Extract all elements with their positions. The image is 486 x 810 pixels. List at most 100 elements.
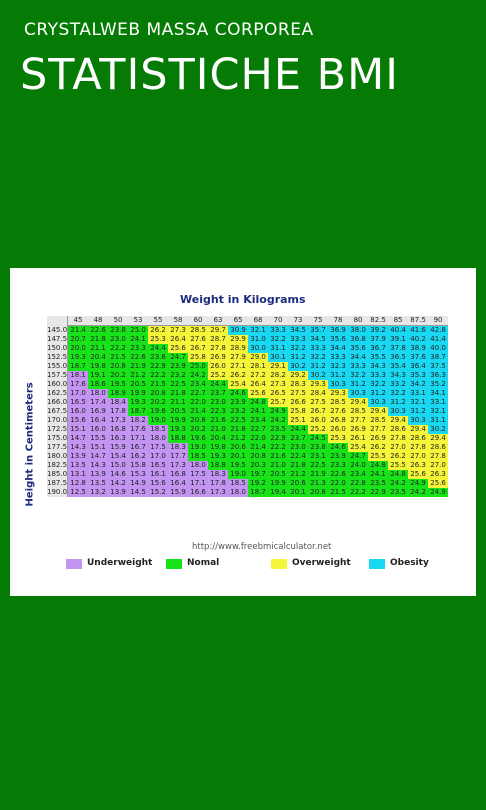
bmi-cell: 37.6 (408, 353, 429, 362)
legend-label: Obesity (390, 558, 429, 568)
bmi-cell: 18.7 (128, 407, 149, 416)
bmi-cell: 33.3 (348, 362, 369, 371)
bmi-cell: 26.9 (368, 434, 389, 443)
bmi-cell: 36.7 (368, 344, 389, 353)
bmi-cell: 26.7 (188, 344, 209, 353)
bmi-cell: 23.6 (148, 353, 169, 362)
row-header: 167.5 (47, 407, 69, 416)
bmi-cell: 15.6 (148, 479, 169, 488)
bmi-cell: 28.6 (428, 443, 449, 452)
bmi-cell: 21.5 (328, 488, 349, 497)
bmi-cell: 23.9 (328, 452, 349, 461)
row-header: 190.0 (47, 488, 69, 497)
bmi-cell: 28.3 (288, 380, 309, 389)
bmi-cell: 17.3 (208, 488, 229, 497)
bmi-cell: 23.4 (348, 470, 369, 479)
bmi-cell: 29.3 (308, 380, 329, 389)
bmi-cell: 19.0 (148, 416, 169, 425)
bmi-cell: 25.6 (248, 389, 269, 398)
bmi-cell: 21.6 (208, 416, 229, 425)
table-row: 180.0 13.9 14.7 15.4 16.2 17.0 17.7 18.5 19.3 20.… (47, 452, 449, 461)
bmi-cell: 27.9 (228, 353, 249, 362)
bmi-cell: 31.2 (388, 398, 409, 407)
bmi-cell: 24.7 (348, 452, 369, 461)
bmi-cell: 20.5 (268, 470, 289, 479)
bmi-cell: 25.8 (188, 353, 209, 362)
bmi-cell: 20.6 (288, 479, 309, 488)
bmi-cell: 21.4 (188, 407, 209, 416)
bmi-cell: 42.8 (428, 325, 449, 335)
bmi-cell: 19.0 (228, 470, 249, 479)
bmi-cell: 24.6 (328, 443, 349, 452)
bmi-cell: 17.1 (188, 479, 209, 488)
bmi-cell: 18.1 (67, 371, 89, 380)
bmi-cell: 30.3 (388, 407, 409, 416)
bmi-cell: 17.3 (108, 416, 129, 425)
column-header: 90 (428, 316, 449, 326)
bmi-cell: 30.3 (348, 389, 369, 398)
bmi-cell: 19.3 (128, 398, 149, 407)
bmi-cell: 34.4 (348, 353, 369, 362)
row-header: 160.0 (47, 380, 69, 389)
column-header: 80 (348, 316, 369, 326)
bmi-cell: 28.5 (368, 416, 389, 425)
bmi-cell: 22.5 (308, 461, 329, 470)
bmi-cell: 19.2 (248, 479, 269, 488)
bmi-cell: 29.3 (328, 389, 349, 398)
bmi-cell: 22.6 (328, 470, 349, 479)
bmi-cell: 27.0 (428, 461, 449, 470)
bmi-cell: 23.4 (188, 380, 209, 389)
bmi-cell: 34.5 (308, 335, 329, 344)
bmi-cell: 20.1 (228, 452, 249, 461)
bmi-cell: 33.3 (328, 353, 349, 362)
bmi-cell: 28.5 (188, 325, 209, 335)
bmi-cell: 18.0 (188, 461, 209, 470)
row-header: 152.5 (47, 353, 69, 362)
bmi-cell: 18.5 (228, 479, 249, 488)
bmi-cell: 30.9 (228, 325, 249, 335)
bmi-cell: 21.2 (128, 371, 149, 380)
bmi-cell: 23.3 (128, 344, 149, 353)
bmi-cell: 15.0 (108, 461, 129, 470)
bmi-cell: 19.9 (128, 389, 149, 398)
bmi-cell: 14.6 (108, 470, 129, 479)
bmi-cell: 14.7 (67, 434, 89, 443)
bmi-cell: 39.2 (368, 325, 389, 335)
bmi-cell: 29.0 (248, 353, 269, 362)
bmi-cell: 18.0 (148, 434, 169, 443)
bmi-cell: 36.5 (388, 353, 409, 362)
bmi-cell: 14.2 (108, 479, 129, 488)
bmi-cell: 31.2 (308, 362, 329, 371)
bmi-cell: 17.8 (208, 479, 229, 488)
bmi-cell: 14.3 (67, 443, 89, 452)
bmi-cell: 21.0 (268, 461, 289, 470)
bmi-cell: 23.0 (208, 398, 229, 407)
bmi-cell: 21.2 (288, 470, 309, 479)
bmi-cell: 18.8 (208, 461, 229, 470)
bmi-cell: 17.5 (188, 470, 209, 479)
table-row: 167.5 16.0 16.9 17.8 18.7 19.6 20.5 21.4 22.3 23.… (47, 407, 449, 416)
bmi-cell: 19.6 (188, 434, 209, 443)
row-header: 155.0 (47, 362, 69, 371)
bmi-cell: 17.3 (168, 461, 189, 470)
bmi-cell: 32.2 (388, 389, 409, 398)
bmi-cell: 22.2 (268, 443, 289, 452)
table-row: 187.5 12.8 13.5 14.2 14.9 15.6 16.4 17.1 17.8 18.… (47, 479, 449, 488)
column-header: 58 (168, 316, 189, 326)
column-header: 78 (328, 316, 349, 326)
bmi-cell: 22.5 (228, 416, 249, 425)
bmi-cell: 32.2 (268, 335, 289, 344)
bmi-cell: 29.4 (408, 425, 429, 434)
bmi-cell: 34.1 (428, 389, 449, 398)
table-row: 162.5 17.0 18.0 18.9 19.9 20.8 21.8 22.7 23.7 24.… (47, 389, 449, 398)
bmi-cell: 31.1 (428, 416, 449, 425)
table-row: 182.5 13.5 14.3 15.0 15.8 16.5 17.3 18.0 18.8 19.… (47, 461, 449, 470)
bmi-cell: 28.7 (208, 335, 229, 344)
bmi-cell: 39.1 (388, 335, 409, 344)
source-link[interactable]: http://www.freebmicalculator.net (192, 542, 332, 552)
bmi-cell: 22.9 (268, 434, 289, 443)
bmi-cell: 35.5 (368, 353, 389, 362)
bmi-cell: 16.8 (108, 425, 129, 434)
bmi-cell: 23.2 (168, 371, 189, 380)
bmi-cell: 23.0 (108, 335, 129, 344)
